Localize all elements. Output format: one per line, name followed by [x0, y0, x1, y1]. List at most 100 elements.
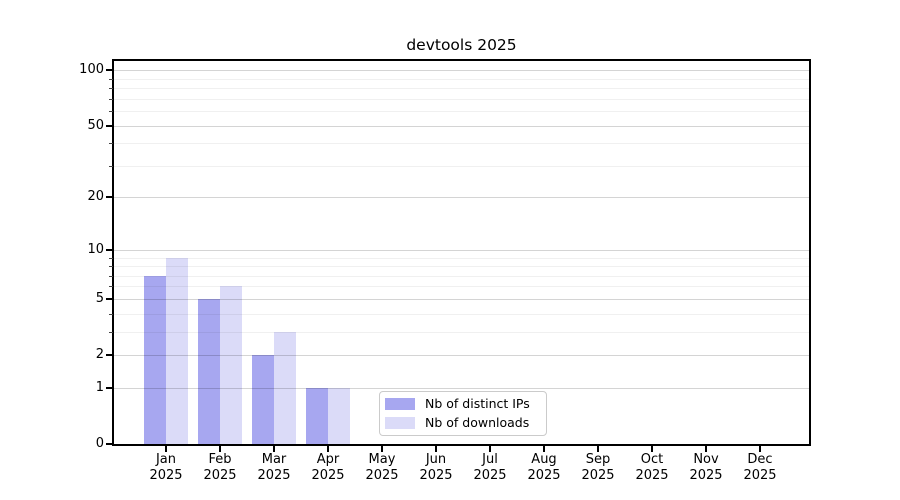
y-tick	[106, 248, 113, 251]
x-tick-label: Jan 2025	[136, 452, 196, 483]
x-tick-label-year: 2025	[257, 467, 291, 483]
x-tick-label-year: 2025	[635, 467, 669, 483]
y-tick-minor	[109, 257, 113, 259]
x-tick-label: Jul 2025	[460, 452, 520, 483]
x-tick-label-month: Apr	[316, 452, 340, 467]
x-tick-label-year: 2025	[311, 467, 345, 483]
legend-swatch-downloads	[385, 417, 415, 429]
y-tick-minor	[109, 313, 113, 315]
y-tick	[106, 386, 113, 389]
legend: Nb of distinct IPs Nb of downloads	[379, 391, 547, 436]
legend-label: Nb of downloads	[425, 415, 530, 430]
x-tick-label: Oct 2025	[622, 452, 682, 483]
x-tick-label-year: 2025	[203, 467, 237, 483]
x-tick	[651, 446, 653, 452]
x-tick	[489, 446, 491, 452]
gridline-major	[113, 355, 810, 356]
x-tick-label-month: Nov	[693, 452, 719, 467]
gridline-minor	[113, 266, 810, 267]
x-tick-label-year: 2025	[743, 467, 777, 483]
y-tick-minor	[109, 275, 113, 277]
gridline-minor	[113, 88, 810, 89]
x-tick-label: Dec 2025	[730, 452, 790, 483]
legend-label: Nb of distinct IPs	[425, 396, 530, 411]
bar-nb-of-downloads	[328, 387, 350, 444]
gridline-minor	[113, 111, 810, 112]
y-tick-label: 1	[95, 379, 104, 395]
x-tick-label-year: 2025	[581, 467, 615, 483]
y-tick-minor	[109, 331, 113, 333]
bar-nb-of-distinct-ips	[144, 275, 166, 444]
x-tick	[759, 446, 761, 452]
gridline-major	[113, 298, 810, 300]
gridline-minor	[113, 143, 810, 145]
bar-nb-of-distinct-ips	[306, 387, 328, 444]
bar-nb-of-downloads	[166, 257, 188, 444]
x-tick-label-month: Feb	[208, 452, 232, 467]
x-tick-label-month: Aug	[531, 452, 557, 467]
y-tick-minor	[109, 286, 113, 288]
y-tick	[106, 297, 113, 300]
legend-swatch-distinct-ips	[385, 398, 415, 410]
x-tick-label: Jun 2025	[406, 452, 466, 483]
gridline-minor	[113, 286, 810, 288]
x-tick-label: Mar 2025	[244, 452, 304, 483]
x-tick-label-month: Dec	[747, 452, 773, 467]
x-tick-label: May 2025	[352, 452, 412, 483]
gridline-major	[113, 387, 810, 389]
x-tick-label: Feb 2025	[190, 452, 250, 483]
x-tick	[381, 446, 383, 452]
x-tick-label-year: 2025	[473, 467, 507, 483]
x-tick-label-year: 2025	[689, 467, 723, 483]
x-tick-label-month: Mar	[261, 452, 287, 467]
x-tick-label-year: 2025	[365, 467, 399, 483]
x-tick	[435, 446, 437, 452]
x-tick	[543, 446, 545, 452]
legend-item-distinct-ips: Nb of distinct IPs	[385, 396, 540, 412]
bar-nb-of-downloads	[274, 331, 296, 444]
y-tick-minor	[109, 88, 113, 89]
x-tick-label-month: Oct	[640, 452, 664, 467]
x-tick-label-month: Sep	[585, 452, 611, 467]
y-tick-minor	[109, 266, 113, 267]
x-tick	[165, 446, 167, 452]
bar-nb-of-distinct-ips	[252, 355, 274, 444]
gridline-minor	[113, 165, 810, 167]
gridline-minor	[113, 331, 810, 333]
x-tick	[705, 446, 707, 452]
legend-item-downloads: Nb of downloads	[385, 415, 540, 431]
y-tick-minor	[109, 111, 113, 112]
plot-frame	[112, 59, 811, 446]
gridline-major	[113, 197, 810, 199]
y-tick	[106, 354, 113, 356]
x-tick-label: Sep 2025	[568, 452, 628, 483]
x-tick-label-month: Jul	[482, 452, 498, 467]
x-tick	[327, 446, 329, 452]
x-tick	[273, 446, 275, 452]
y-tick	[106, 196, 113, 199]
gridline-minor	[113, 313, 810, 315]
y-tick	[106, 443, 113, 445]
x-tick-label-month: Jan	[155, 452, 177, 467]
x-tick-label: Apr 2025	[298, 452, 358, 483]
x-tick-label-month: May	[368, 452, 396, 467]
gridline-major	[113, 125, 810, 127]
y-tick-label: 20	[87, 189, 104, 205]
y-tick-label: 0	[95, 436, 104, 451]
gridline-major	[113, 70, 810, 72]
chart-title: devtools 2025	[406, 36, 517, 54]
y-tick-label: 10	[87, 241, 104, 257]
gridline-major	[113, 249, 810, 251]
y-tick-label: 100	[79, 62, 104, 78]
y-tick-label: 50	[87, 117, 104, 133]
x-tick-label-year: 2025	[419, 467, 453, 483]
gridline-minor	[113, 78, 810, 80]
x-tick	[219, 446, 221, 452]
x-tick-label-year: 2025	[527, 467, 561, 483]
x-tick-label-month: Jun	[425, 452, 447, 467]
y-tick-minor	[109, 143, 113, 145]
gridline-minor	[113, 275, 810, 277]
gridline-minor	[113, 257, 810, 259]
x-tick-label-year: 2025	[149, 467, 183, 483]
